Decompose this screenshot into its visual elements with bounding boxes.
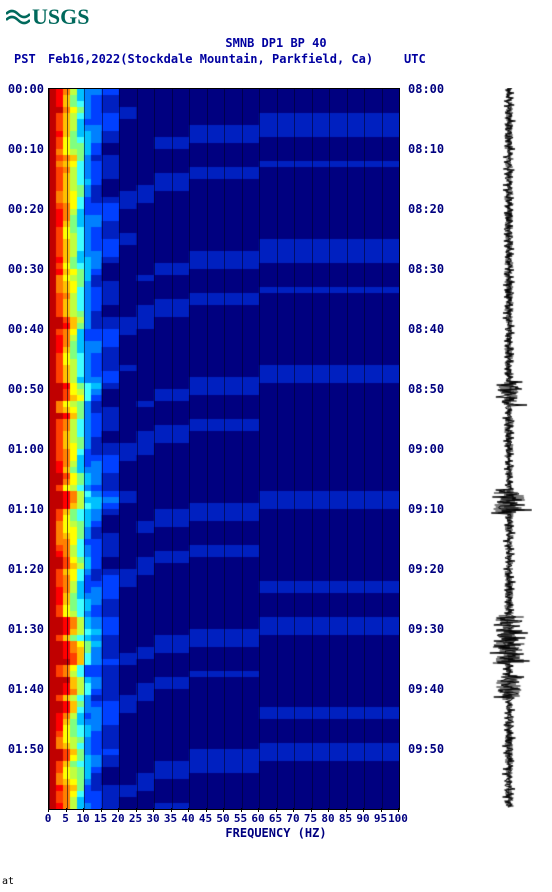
y-tick-left: 01:50 — [2, 742, 44, 756]
y-tick-right: 08:50 — [408, 382, 444, 396]
y-tick-left: 01:20 — [2, 562, 44, 576]
y-tick-right: 08:10 — [408, 142, 444, 156]
y-tick-right: 09:40 — [408, 682, 444, 696]
y-tick-right: 09:10 — [408, 502, 444, 516]
spectrogram-plot — [48, 88, 400, 810]
chart-title-line1: SMNB DP1 BP 40 — [0, 36, 552, 50]
y-tick-right: 09:30 — [408, 622, 444, 636]
chart-title-line2: Feb16,2022(Stockdale Mountain, Parkfield… — [48, 52, 373, 66]
y-tick-left: 01:00 — [2, 442, 44, 456]
y-tick-right: 08:00 — [408, 82, 444, 96]
y-tick-left: 01:40 — [2, 682, 44, 696]
usgs-logo-text: USGS — [32, 4, 89, 29]
y-tick-right: 09:00 — [408, 442, 444, 456]
y-tick-left: 01:30 — [2, 622, 44, 636]
y-tick-left: 00:00 — [2, 82, 44, 96]
y-tick-left: 01:10 — [2, 502, 44, 516]
usgs-wave-icon — [6, 6, 30, 32]
y-tick-right: 08:20 — [408, 202, 444, 216]
y-tick-left: 00:30 — [2, 262, 44, 276]
y-tick-right: 09:20 — [408, 562, 444, 576]
y-tick-left: 00:10 — [2, 142, 44, 156]
seismogram-panel — [486, 88, 532, 808]
y-tick-right: 08:40 — [408, 322, 444, 336]
timezone-right: UTC — [404, 52, 426, 66]
y-tick-left: 00:40 — [2, 322, 44, 336]
corner-mark: at — [2, 876, 14, 887]
usgs-logo: USGS — [6, 4, 89, 32]
y-tick-right: 08:30 — [408, 262, 444, 276]
timezone-left: PST — [14, 52, 36, 66]
x-axis-label: FREQUENCY (HZ) — [0, 826, 552, 840]
y-tick-left: 00:50 — [2, 382, 44, 396]
x-tick: 100 — [388, 812, 408, 825]
seismogram-canvas — [486, 88, 532, 808]
y-tick-right: 09:50 — [408, 742, 444, 756]
chart-title-block: SMNB DP1 BP 40 — [0, 36, 552, 50]
y-tick-left: 00:20 — [2, 202, 44, 216]
